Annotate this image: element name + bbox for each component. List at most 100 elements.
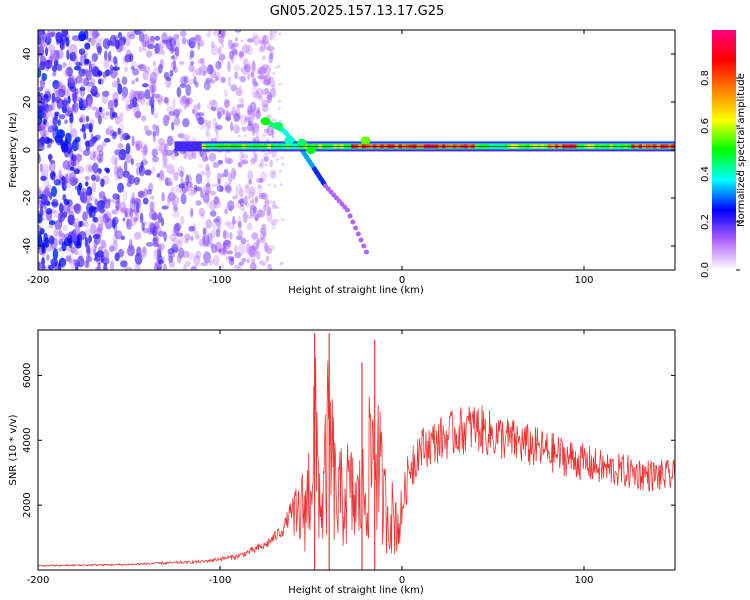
- noise-cell: [205, 219, 213, 229]
- noise-cell: [224, 208, 228, 215]
- noise-cell: [215, 132, 219, 142]
- noise-cell: [125, 171, 131, 178]
- noise-cell: [107, 99, 114, 111]
- noise-cell: [188, 37, 196, 49]
- noise-cell: [189, 50, 195, 59]
- noise-cell: [130, 158, 134, 166]
- noise-cell: [56, 64, 63, 72]
- noise-cell: [165, 96, 170, 107]
- noise-cell: [142, 197, 149, 205]
- noise-cell: [38, 260, 41, 270]
- noise-cell: [80, 113, 85, 123]
- noise-cell: [84, 229, 92, 236]
- noise-cell: [145, 129, 153, 136]
- noise-cell: [125, 135, 131, 140]
- noise-cell: [97, 224, 102, 237]
- noise-cell: [195, 173, 203, 185]
- noise-cell: [146, 188, 153, 195]
- noise-cell: [71, 152, 75, 165]
- noise-cell: [89, 64, 95, 71]
- noise-cell: [199, 170, 206, 176]
- noise-cell: [252, 206, 258, 214]
- noise-cell: [53, 84, 58, 94]
- noise-cell: [233, 244, 238, 255]
- noise-cell: [48, 235, 55, 245]
- noise-cell: [91, 106, 98, 111]
- noise-cell: [47, 44, 56, 53]
- noise-cell: [275, 66, 278, 70]
- noise-cell: [147, 43, 156, 50]
- noise-cell: [134, 252, 143, 265]
- noise-cell: [261, 133, 267, 138]
- snr-marks: [38, 333, 675, 570]
- noise-cell: [193, 76, 197, 85]
- noise-cell: [87, 98, 93, 109]
- noise-cell: [69, 85, 77, 92]
- noise-cell: [76, 153, 83, 162]
- noise-cell: [126, 217, 131, 227]
- noise-cell: [247, 170, 254, 181]
- noise-cell: [250, 71, 255, 78]
- noise-cell: [181, 95, 187, 104]
- noise-cell: [176, 232, 184, 237]
- noise-cell: [233, 112, 240, 123]
- noise-cell: [185, 84, 192, 97]
- noise-cell: [242, 58, 249, 66]
- noise-cell: [187, 185, 194, 197]
- drift-cell: [350, 219, 356, 225]
- noise-cell: [157, 211, 163, 224]
- noise-cell: [243, 64, 248, 70]
- noise-cell: [192, 103, 200, 109]
- noise-cell: [234, 49, 238, 55]
- noise-cell: [190, 207, 194, 218]
- colorbar-tick-label: 0.4: [700, 166, 711, 182]
- noise-cell: [122, 217, 126, 222]
- noise-cell: [190, 236, 194, 242]
- noise-cell: [51, 123, 55, 134]
- noise-cell: [114, 60, 118, 67]
- tone-blob: [360, 136, 371, 145]
- noise-cell: [130, 197, 135, 204]
- noise-cell: [97, 168, 102, 174]
- noise-cell: [213, 117, 217, 129]
- tone-blob: [296, 138, 307, 147]
- noise-cell: [234, 252, 242, 259]
- noise-cell: [64, 132, 72, 144]
- noise-cell: [226, 200, 235, 211]
- noise-cell: [251, 197, 255, 201]
- noise-cell: [248, 186, 255, 198]
- noise-cell: [275, 206, 279, 209]
- snr-frame: [37, 329, 676, 571]
- noise-cell: [81, 99, 89, 109]
- noise-cell: [39, 261, 44, 270]
- noise-cell: [252, 237, 256, 241]
- noise-cell: [105, 111, 110, 116]
- noise-cell: [266, 94, 272, 100]
- noise-cell: [278, 119, 282, 123]
- noise-cell: [55, 32, 63, 43]
- noise-cell: [268, 52, 273, 64]
- noise-cell: [148, 95, 152, 106]
- noise-cell: [142, 245, 147, 254]
- noise-cell: [142, 44, 147, 52]
- noise-cell: [266, 64, 272, 75]
- snr-panel: -200 -100 0 100 2000 4000 6000 Height of stra…: [8, 329, 676, 596]
- noise-cell: [268, 207, 272, 211]
- noise-cell: [143, 188, 149, 197]
- noise-cell: [126, 49, 132, 58]
- noise-cell: [110, 260, 115, 270]
- noise-cell: [110, 155, 118, 166]
- noise-cell: [240, 237, 247, 245]
- noise-cell: [139, 212, 144, 224]
- noise-cell: [71, 91, 78, 103]
- noise-cell: [213, 218, 220, 223]
- noise-cell: [280, 261, 284, 265]
- noise-cell: [125, 142, 131, 155]
- noise-cell: [240, 113, 248, 126]
- noise-cell: [111, 80, 119, 88]
- noise-cell: [216, 172, 222, 183]
- noise-cell: [200, 189, 204, 199]
- noise-cell: [190, 181, 194, 194]
- noise-cell: [53, 210, 60, 218]
